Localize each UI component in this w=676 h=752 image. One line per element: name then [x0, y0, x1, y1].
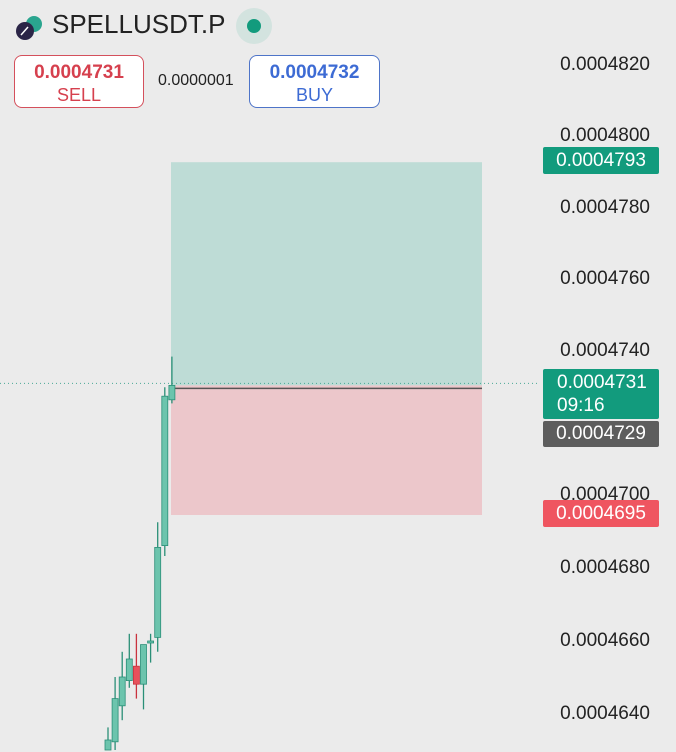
buy-label: BUY — [295, 85, 333, 105]
buy-price: 0.0004732 — [269, 62, 360, 83]
axis-label: 0.0004760 — [560, 268, 650, 289]
candle-body — [118, 676, 126, 707]
take-profit-badge[interactable]: 0.0004793 — [543, 147, 659, 174]
sell-label: SELL — [56, 85, 102, 105]
sell-price: 0.0004731 — [34, 62, 124, 83]
loss-zone — [171, 385, 482, 515]
axis-label: 0.0004680 — [560, 557, 650, 578]
candle-body — [140, 644, 147, 685]
candle-countdown: 09:16 — [557, 395, 605, 416]
candle-body — [168, 384, 176, 401]
axis-label: 0.0004820 — [560, 54, 650, 75]
axis-label: 0.0004740 — [560, 340, 650, 361]
spell-coin-icon — [14, 14, 46, 42]
candle-body — [161, 395, 169, 547]
spread-value: 0.0000001 — [158, 72, 234, 89]
candle-body — [125, 658, 133, 682]
buy-button[interactable]: 0.0004732 BUY — [249, 55, 380, 108]
candle-body — [111, 698, 119, 743]
axis-label: 0.0004700 — [560, 484, 650, 505]
candle-body — [147, 640, 155, 644]
candle-body — [132, 665, 140, 685]
axis-label: 0.0004640 — [560, 703, 650, 724]
axis-label: 0.0004660 — [560, 630, 650, 651]
axis-label: 0.0004800 — [560, 125, 650, 146]
live-indicator — [236, 8, 272, 44]
mark-price-badge: 0.0004729 — [543, 421, 659, 447]
sell-button[interactable]: 0.0004731 SELL — [14, 55, 144, 108]
candle-body — [154, 547, 162, 638]
symbol-title[interactable]: SPELLUSDT.P — [52, 9, 226, 39]
last-price-badge: 0.0004731 09:16 — [543, 369, 659, 419]
last-price: 0.0004731 — [557, 372, 647, 393]
axis-label: 0.0004780 — [560, 197, 650, 218]
candle-body — [104, 739, 112, 751]
stop-loss-badge[interactable]: 0.0004695 — [543, 500, 659, 527]
profit-zone — [171, 162, 482, 386]
